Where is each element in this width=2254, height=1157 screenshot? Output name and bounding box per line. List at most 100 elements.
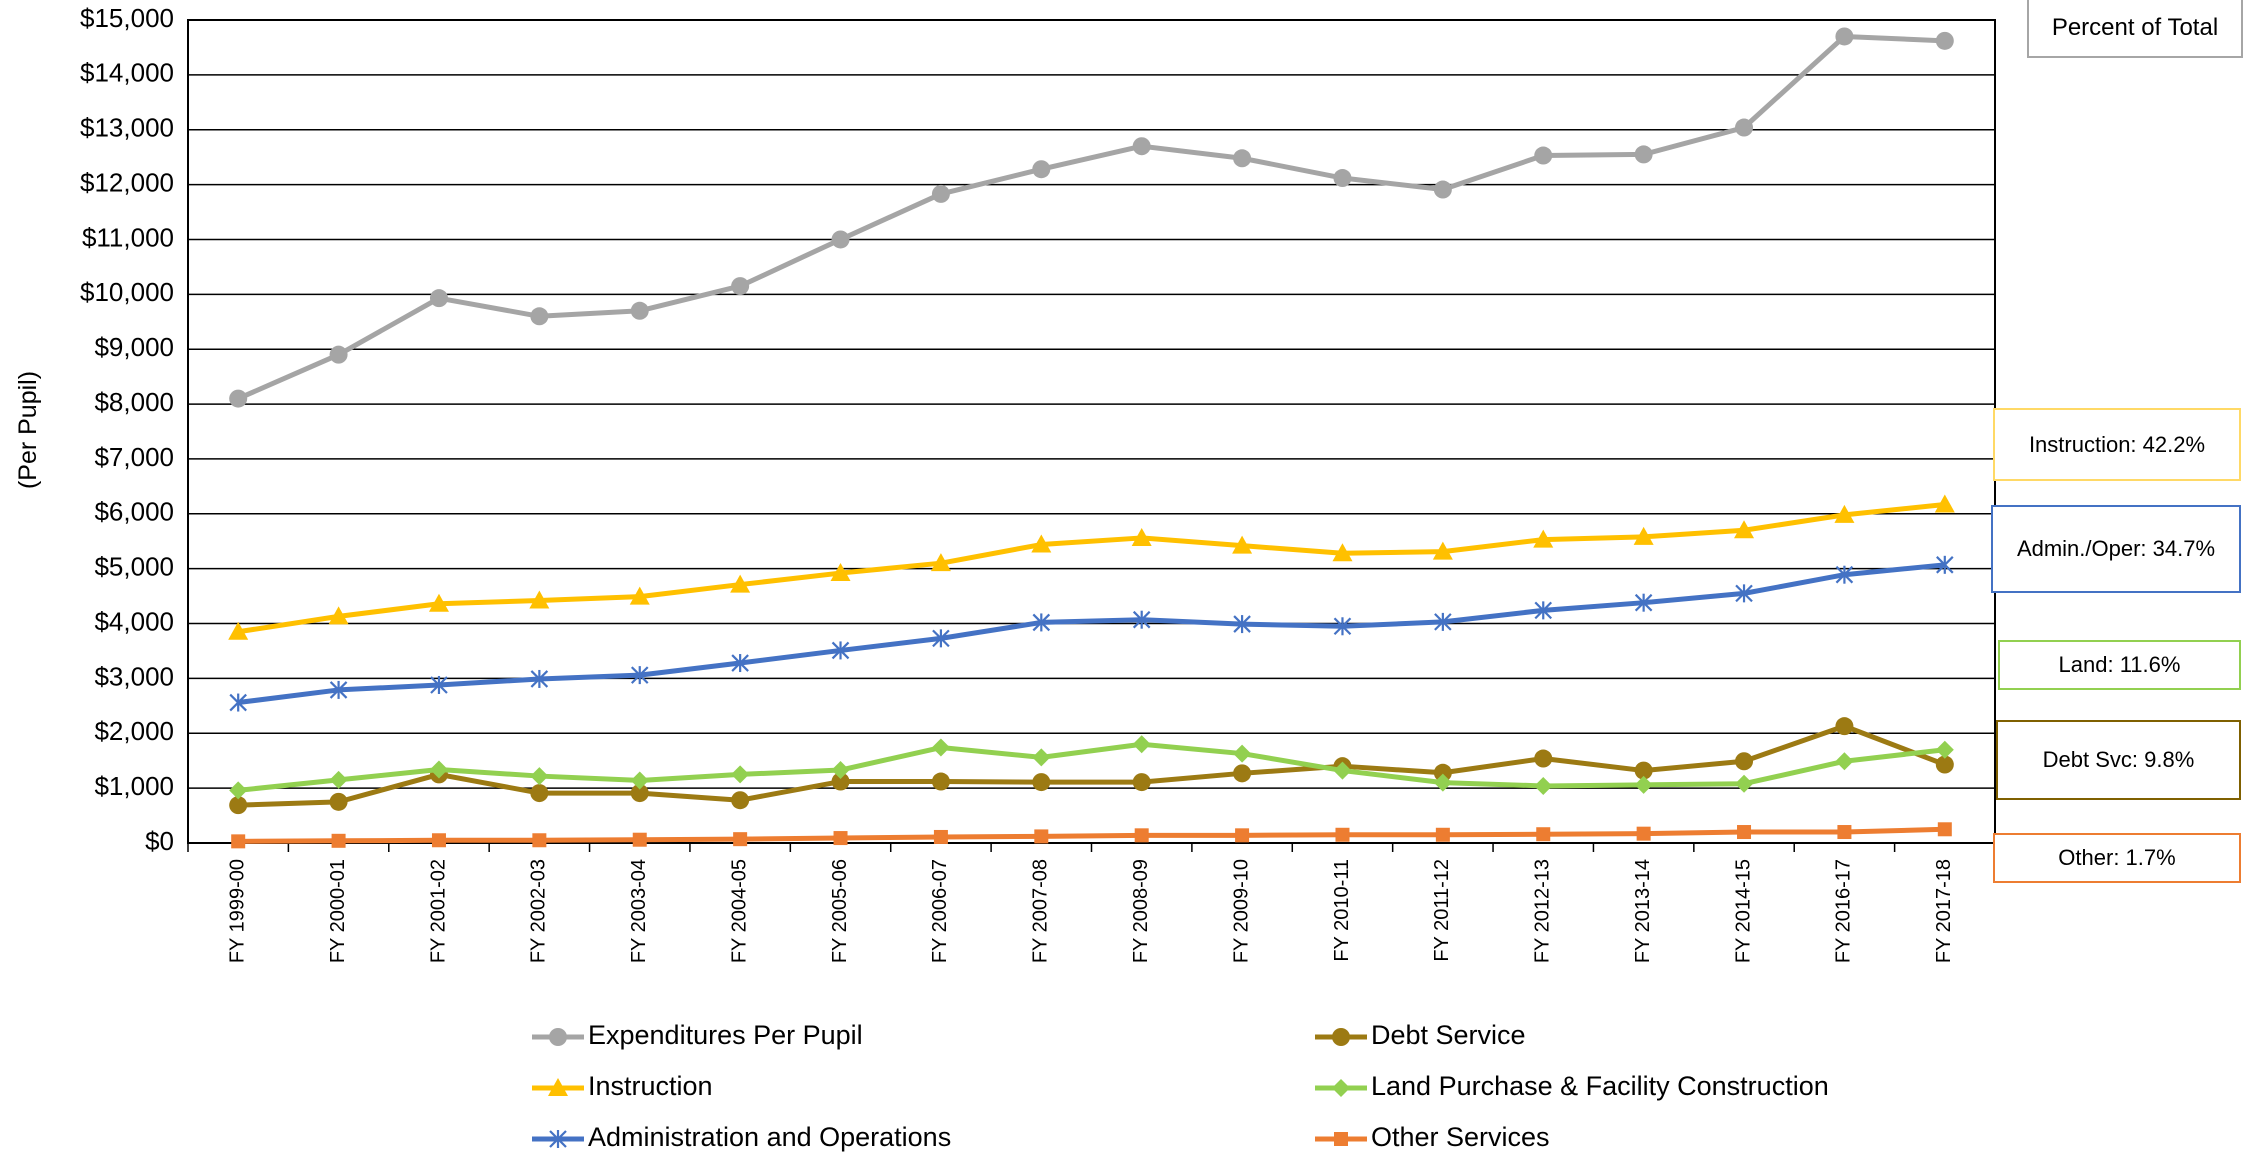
- data-point: [932, 773, 950, 791]
- data-point: [832, 230, 850, 248]
- data-point: [1233, 764, 1251, 782]
- x-tick-label: FY 2010-11: [1331, 859, 1353, 962]
- y-tick-label: $7,000: [94, 442, 174, 472]
- y-tick-label: $8,000: [94, 387, 174, 417]
- data-point: [731, 765, 749, 783]
- x-axis-ticks: FY 1999-00 FY 2000-01 FY 2001-02 FY 2002-03…: [188, 843, 1995, 963]
- data-point: [733, 832, 747, 846]
- data-point: [432, 833, 446, 847]
- y-tick-label: $13,000: [80, 113, 174, 143]
- series-line: [238, 565, 1945, 703]
- legend-item: Administration and Operations: [532, 1122, 951, 1152]
- legend-marker: [1332, 1028, 1350, 1046]
- y-tick-label: $2,000: [94, 716, 174, 746]
- data-point: [1735, 752, 1753, 770]
- y-tick-label: $6,000: [94, 497, 174, 527]
- data-point: [731, 791, 749, 809]
- legend-label: Other Services: [1371, 1122, 1550, 1152]
- data-point: [1534, 777, 1552, 795]
- data-point: [1133, 773, 1151, 791]
- data-point: [1034, 829, 1048, 843]
- callout-instruction: Instruction: 42.2%: [1993, 408, 2241, 481]
- y-tick-label: $5,000: [94, 552, 174, 582]
- y-tick-label: $12,000: [80, 167, 174, 197]
- data-point: [1032, 160, 1050, 178]
- x-tick-label: FY 2012-13: [1532, 859, 1554, 963]
- x-tick-label: FY 2006-07: [929, 859, 951, 963]
- data-point: [1235, 828, 1249, 842]
- series-1: [228, 494, 1955, 639]
- data-point: [834, 831, 848, 845]
- legend-item: Expenditures Per Pupil: [532, 1020, 863, 1050]
- legend-label: Expenditures Per Pupil: [588, 1020, 863, 1050]
- x-tick-label: FY 2017-18: [1933, 859, 1955, 963]
- x-tick-label: FY 2003-04: [628, 859, 650, 963]
- data-point: [1936, 32, 1954, 50]
- y-axis-label: (Per Pupil): [14, 371, 42, 489]
- data-point: [231, 834, 245, 848]
- data-point: [1135, 828, 1149, 842]
- x-tick-label: FY 2000-01: [327, 859, 349, 963]
- data-point: [1735, 119, 1753, 137]
- y-axis-ticks: $0 $1,000 $2,000 $3,000 $4,000 $5,000 $6,000 $7…: [80, 3, 174, 856]
- data-point: [1233, 745, 1251, 763]
- y-tick-label: $3,000: [94, 661, 174, 691]
- x-tick-label: FY 2004-05: [728, 859, 750, 963]
- data-point: [934, 830, 948, 844]
- data-point: [532, 833, 546, 847]
- legend-marker: [549, 1028, 567, 1046]
- series-line: [238, 829, 1945, 841]
- data-point: [1737, 825, 1751, 839]
- data-point: [1436, 828, 1450, 842]
- y-tick-label: $11,000: [82, 222, 174, 252]
- data-point: [1335, 828, 1349, 842]
- x-tick-label: FY 2001-02: [427, 859, 449, 963]
- data-point: [1938, 822, 1952, 836]
- data-point: [1233, 149, 1251, 167]
- data-point: [633, 833, 647, 847]
- data-point: [731, 277, 749, 295]
- x-tick-label: FY 2002-03: [528, 859, 550, 963]
- callout-admin: Admin./Oper: 34.7%: [1991, 505, 2241, 593]
- data-point: [332, 834, 346, 848]
- data-point: [1635, 145, 1653, 163]
- data-point: [430, 289, 448, 307]
- legend-label: Instruction: [588, 1071, 713, 1101]
- data-point: [530, 767, 548, 785]
- legend-item: Instruction: [532, 1071, 713, 1101]
- data-point: [932, 185, 950, 203]
- data-point: [1133, 137, 1151, 155]
- legend-marker: [1334, 1132, 1348, 1146]
- percent-of-total-box: Percent of Total: [2027, 0, 2243, 58]
- legend: Expenditures Per Pupil Debt Service Instru…: [532, 1020, 1829, 1152]
- data-point: [631, 302, 649, 320]
- series-0: [229, 27, 1954, 407]
- data-point: [530, 784, 548, 802]
- x-tick-label: FY 2007-08: [1030, 859, 1052, 963]
- data-point: [530, 307, 548, 325]
- data-point: [1936, 741, 1954, 759]
- legend-item: Other Services: [1315, 1122, 1550, 1152]
- x-tick-label: FY 1999-00: [226, 859, 248, 963]
- legend-label: Land Purchase & Facility Construction: [1371, 1071, 1829, 1101]
- data-point: [1536, 827, 1550, 841]
- legend-label: Debt Service: [1371, 1020, 1526, 1050]
- series-lines: [228, 27, 1955, 848]
- data-point: [1534, 750, 1552, 768]
- series-line: [238, 726, 1945, 805]
- callout-other: Other: 1.7%: [1993, 833, 2241, 883]
- data-point: [1032, 748, 1050, 766]
- data-point: [1835, 752, 1853, 770]
- percent-of-total-label: Percent of Total: [2052, 12, 2218, 44]
- y-tick-label: $10,000: [80, 277, 174, 307]
- data-point: [229, 390, 247, 408]
- series-2: [230, 556, 1953, 712]
- data-point: [1637, 827, 1651, 841]
- data-point: [1835, 27, 1853, 45]
- data-point: [330, 793, 348, 811]
- data-point: [1133, 735, 1151, 753]
- series-3: [229, 717, 1954, 814]
- data-point: [1333, 169, 1351, 187]
- y-tick-label: $0: [145, 826, 174, 856]
